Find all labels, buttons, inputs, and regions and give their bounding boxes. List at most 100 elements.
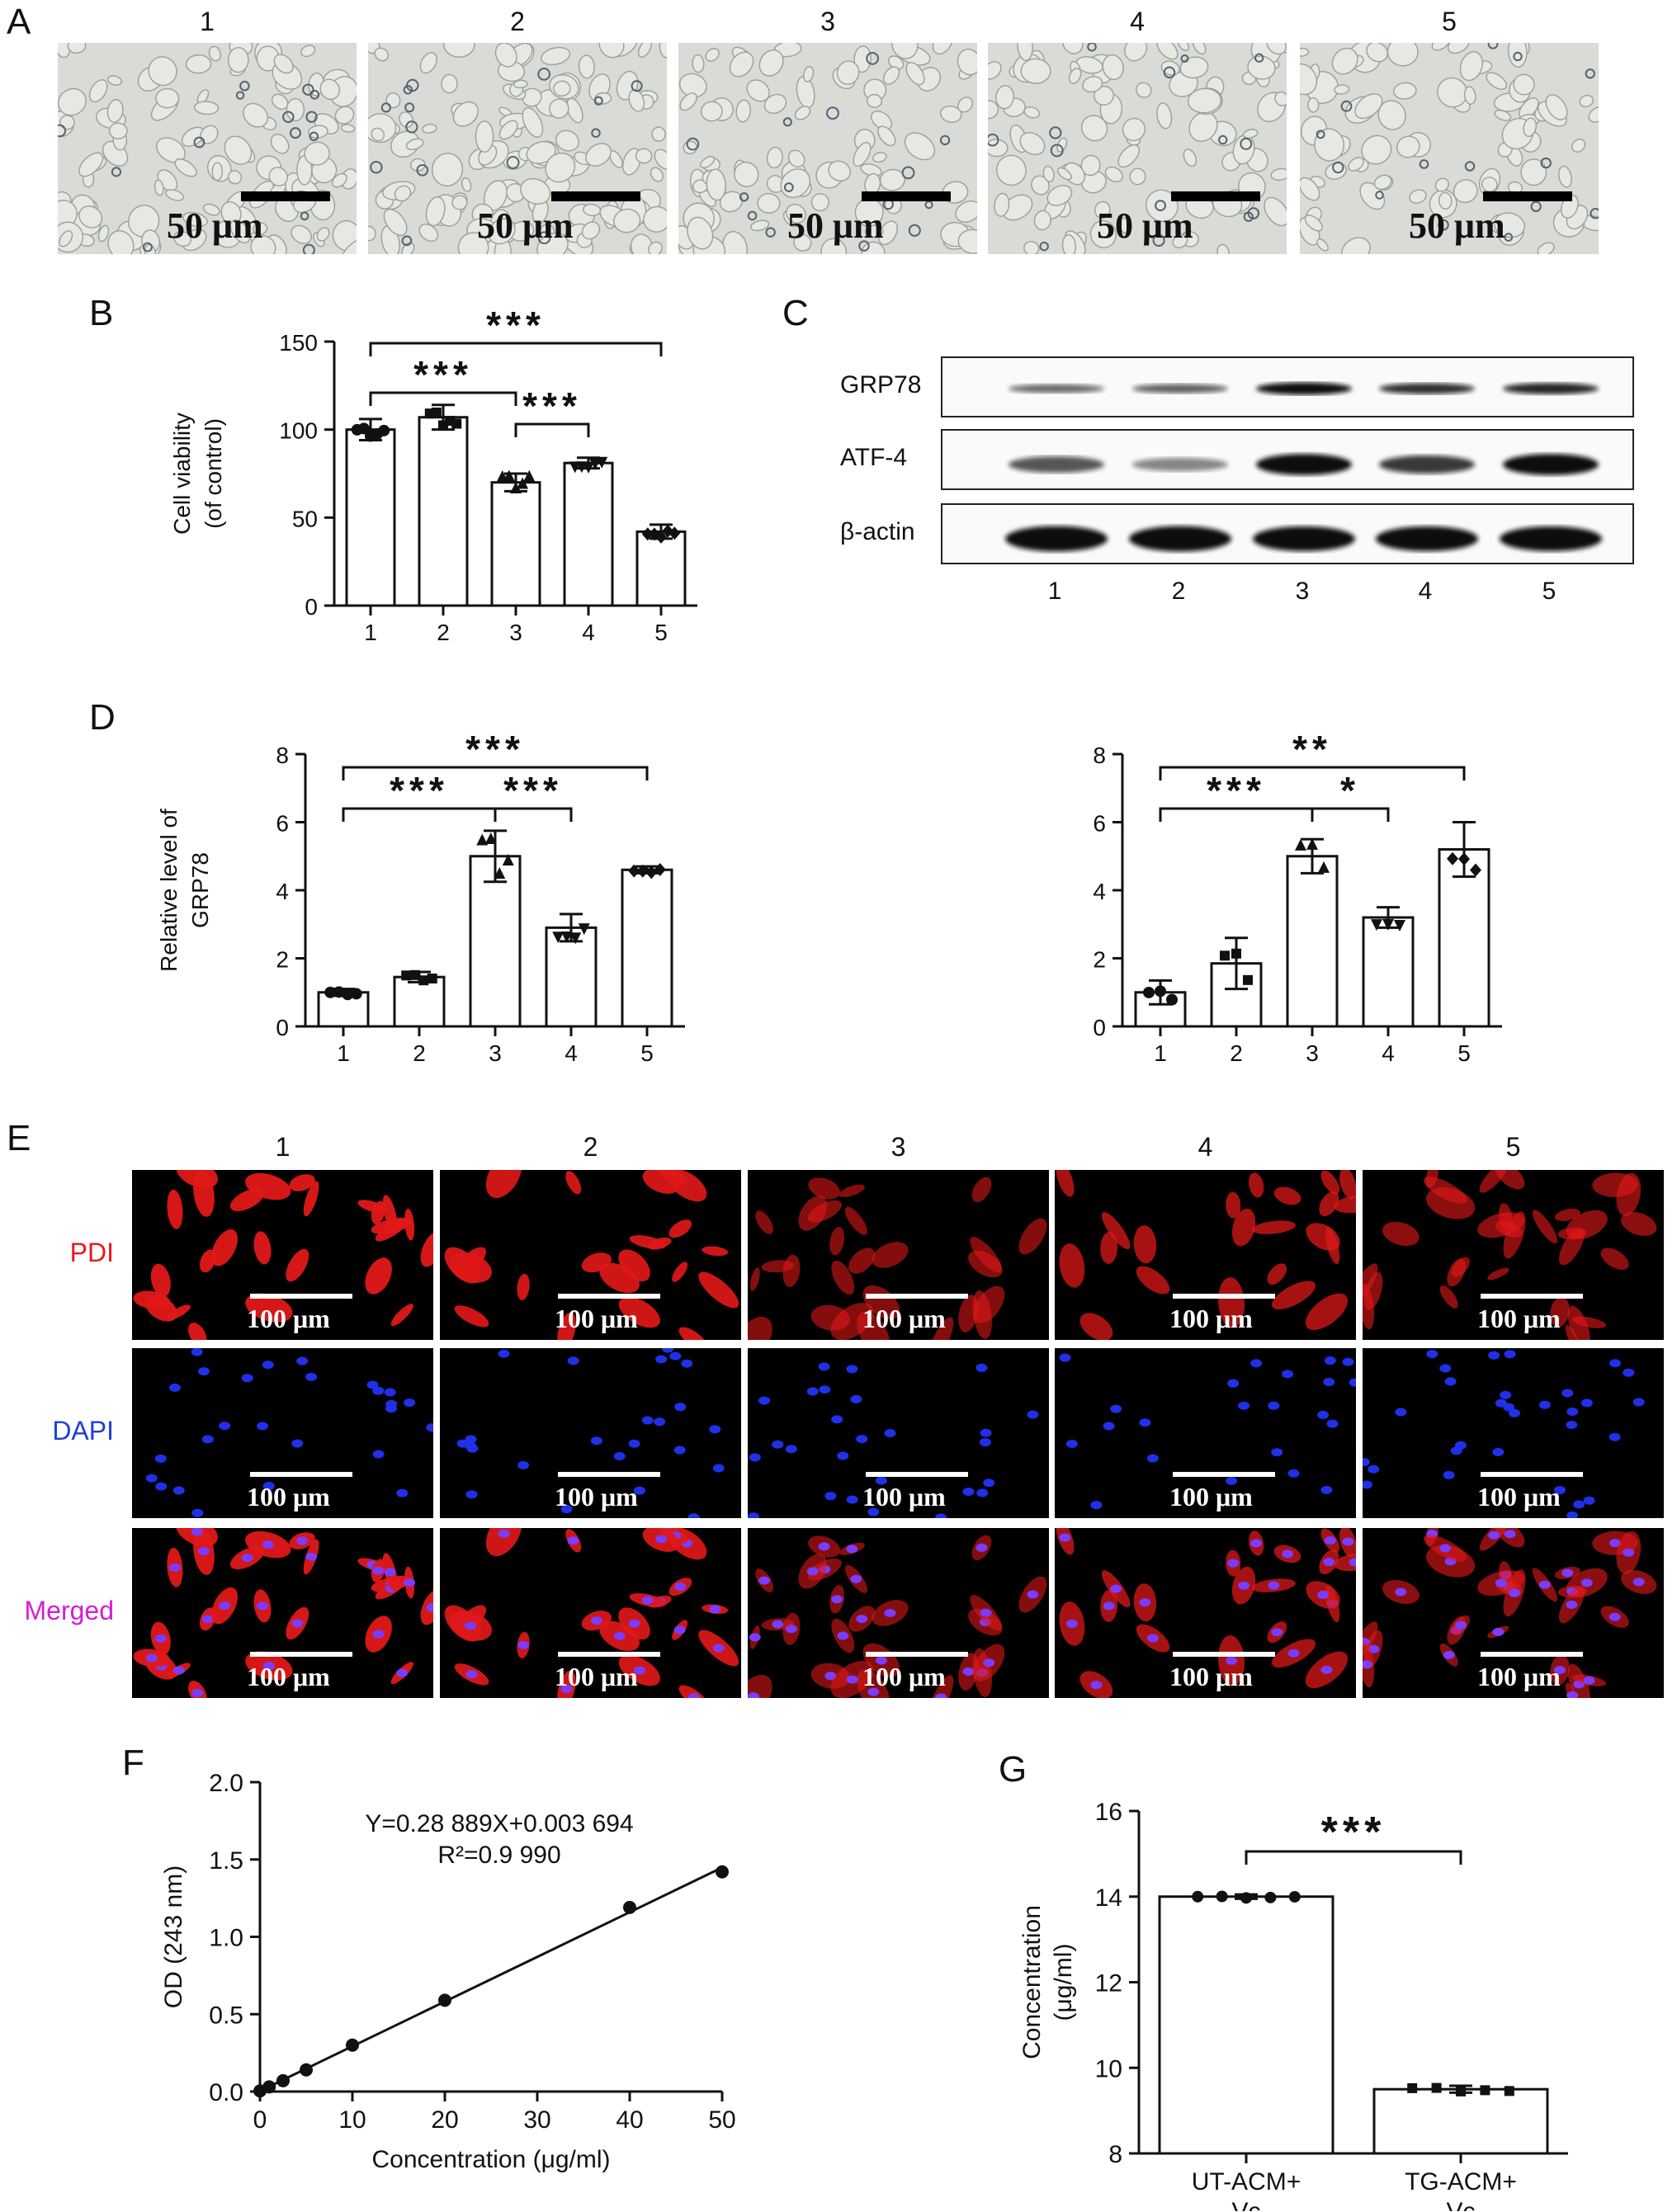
significance-bracket [494,807,573,822]
data-point [628,864,640,878]
blot-band [1132,384,1228,394]
y-tick-label: 4 [276,879,289,904]
y-tick-label: 1.0 [209,1925,243,1952]
blot-band [1256,454,1352,475]
panel-a-column-label: 1 [200,7,215,36]
scale-bar-label: 100 μm [1169,1304,1253,1333]
x-tick-label: Vc [1231,2198,1260,2211]
x-tick-label: 40 [616,2106,643,2134]
scale-bar-label: 100 μm [247,1482,330,1512]
data-point [623,1900,636,1914]
y-tick-label: 6 [276,811,289,837]
y-axis-label: Relative level of [156,809,182,972]
fluorescence-image: 100 μm [132,1528,433,1698]
scale-bar [558,1652,660,1657]
scale-bar-label: 100 μm [247,1304,330,1333]
data-point [1504,2086,1514,2096]
blot-band [1253,526,1355,551]
data-point [1447,851,1458,865]
data-point [578,923,590,936]
x-tick-label: 3 [509,620,522,645]
scale-bar-label: 100 μm [555,1662,638,1691]
scale-bar-label: 50 μm [1409,205,1505,246]
significance-bracket [369,391,517,406]
bar [490,481,541,607]
y-axis-label: (μg/ml) [1050,1944,1077,2021]
significance-bracket [1159,766,1466,781]
scale-bar [1171,191,1260,201]
y-axis-label: GRP78 [187,852,213,928]
y-tick-label: 0 [276,1015,289,1040]
blot-lane-label: 3 [1295,578,1310,605]
brightfield-micrograph: 50 μm [1300,43,1599,254]
data-point [503,469,515,482]
data-point [438,1993,451,2007]
data-point [654,862,666,876]
scale-bar [1173,1652,1275,1657]
blot-lane-label: 1 [1047,578,1062,605]
scale-bar [558,1294,660,1299]
data-point [1371,919,1382,931]
x-tick-label: 2 [413,1040,426,1066]
fluorescence-image: 100 μm [1055,1348,1356,1518]
scale-bar-label: 50 μm [477,205,574,246]
bar [1372,2087,1549,2155]
blot-lane-label: 2 [1171,578,1186,605]
fluorescence-image: 100 μm [1363,1528,1664,1698]
significance-bracket [342,766,649,781]
data-point [346,2038,359,2052]
data-point [552,931,565,944]
stain-row-label: PDI [69,1238,114,1267]
panel-label-a: A [7,2,31,42]
y-tick-label: 16 [1095,1799,1122,1826]
brightfield-micrograph: 50 μm [678,43,977,254]
data-point [569,932,582,945]
blot-row-label: GRP78 [840,371,922,399]
significance-label: * [1340,769,1360,812]
blot-band [1005,526,1108,552]
data-point [418,975,429,986]
data-point [1192,1890,1204,1903]
data-point [357,422,370,435]
data-point [502,853,514,865]
panel-label-d: D [89,697,116,738]
significance-label: *** [486,304,546,347]
panel-e-column-label: 3 [890,1132,906,1162]
blot-membrane [941,429,1634,490]
data-point [401,970,412,981]
y-axis-label: Concentration [1018,1905,1046,2059]
y-tick-label: 4 [1093,879,1106,904]
data-point [1318,861,1330,873]
blot-lane-label: 4 [1418,578,1433,605]
x-tick-label: 2 [1230,1040,1243,1066]
data-point [484,832,497,844]
significance-label: *** [1207,769,1266,812]
scale-bar-label: 100 μm [862,1304,946,1333]
fluorescence-image: 100 μm [440,1528,741,1698]
blot-band [1500,526,1602,551]
x-tick-label: UT-ACM+ [1192,2168,1301,2195]
significance-bracket [369,342,663,356]
x-axis-label: Concentration (μg/ml) [371,2146,610,2173]
data-point [342,988,354,1001]
scale-bar [1481,1472,1583,1477]
data-point [1288,1890,1301,1903]
brightfield-micrograph: 50 μm [58,43,357,254]
x-tick-label: 5 [1457,1040,1471,1066]
significance-label: *** [390,769,449,812]
data-point [510,481,522,493]
blot-row-label: β-actin [840,518,915,545]
x-tick-label: 10 [338,2106,366,2134]
y-tick-label: 14 [1095,1884,1122,1912]
data-point [1243,974,1253,985]
scale-bar-label: 50 μm [1097,205,1193,246]
y-tick-label: 2.0 [209,1770,243,1797]
data-point [1216,1890,1228,1903]
significance-label: *** [1321,1809,1386,1856]
blot-band [1256,382,1352,395]
x-tick-label: 5 [654,620,668,645]
brightfield-micrograph: 50 μm [368,43,667,254]
y-tick-label: 12 [1095,1970,1122,1997]
significance-bracket [514,422,590,437]
y-tick-label: 50 [292,506,318,531]
